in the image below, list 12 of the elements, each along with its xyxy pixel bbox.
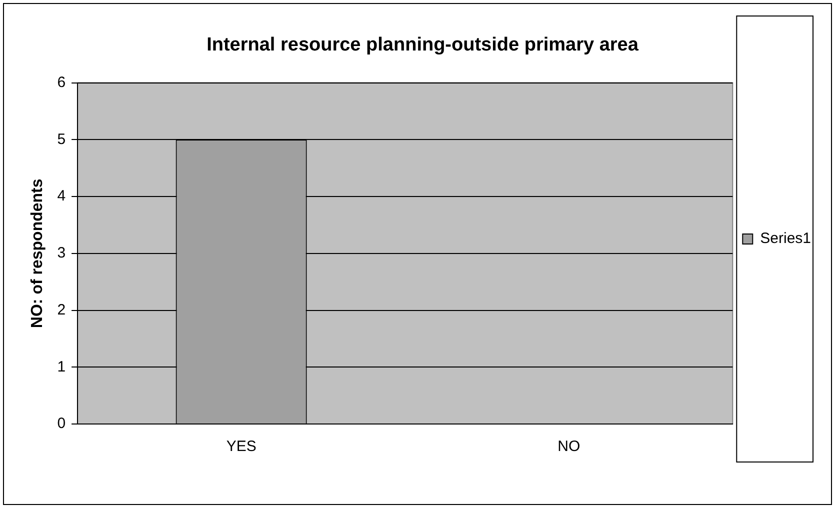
y-tick-label: 2 bbox=[57, 301, 66, 318]
chart-title: Internal resource planning-outside primary area bbox=[206, 34, 639, 56]
y-tick-label: 3 bbox=[57, 244, 66, 262]
y-tick-label: 0 bbox=[57, 415, 66, 432]
y-tick-label: 5 bbox=[57, 130, 66, 148]
y-tick-label: 4 bbox=[57, 188, 66, 205]
legend-label: Series1 bbox=[760, 230, 811, 248]
x-tick-label: YES bbox=[226, 438, 256, 456]
y-tick-label: 6 bbox=[57, 74, 66, 91]
y-axis-title: NO: of respondents bbox=[29, 178, 46, 328]
y-tick-label: 1 bbox=[57, 358, 66, 376]
x-tick-label: NO bbox=[558, 438, 580, 456]
